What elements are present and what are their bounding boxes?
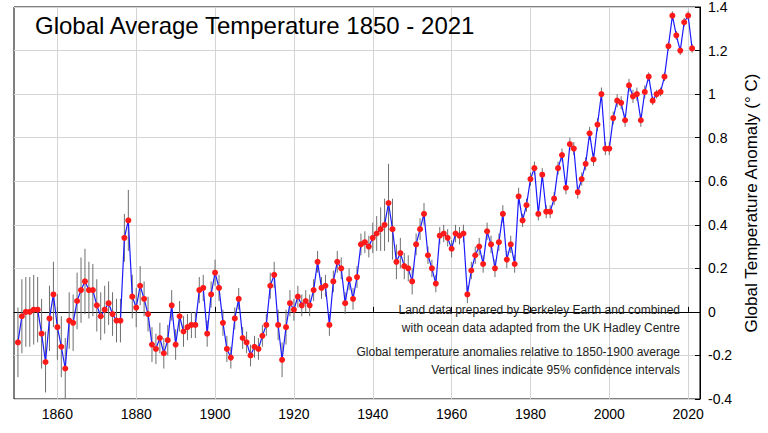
svg-text:-0.4: -0.4 [708,391,732,407]
svg-text:0.4: 0.4 [708,217,728,233]
svg-text:Global Temperature Anomaly (°: Global Temperature Anomaly (° C) [742,74,761,333]
svg-text:1960: 1960 [436,406,467,422]
svg-text:1860: 1860 [42,406,73,422]
svg-text:1.2: 1.2 [708,43,728,59]
svg-text:1880: 1880 [121,406,152,422]
svg-text:0: 0 [708,304,716,320]
svg-text:1920: 1920 [278,406,309,422]
svg-text:with ocean data adapted from t: with ocean data adapted from the UK Hadl… [401,321,680,335]
svg-text:Global Average Temperature 185: Global Average Temperature 1850 - 2021 [35,12,474,39]
svg-text:0.8: 0.8 [708,130,728,146]
svg-text:-0.2: -0.2 [708,347,732,363]
svg-text:2000: 2000 [594,406,625,422]
svg-text:0.6: 0.6 [708,173,728,189]
svg-text:Global temperature anomalies r: Global temperature anomalies relative to… [356,345,680,359]
svg-text:Land data prepared by Berkeley: Land data prepared by Berkeley Earth and… [398,303,680,317]
svg-text:Vertical lines indicate 95% co: Vertical lines indicate 95% confidence i… [431,363,680,377]
svg-text:2020: 2020 [673,406,704,422]
svg-text:1900: 1900 [199,406,230,422]
svg-text:1: 1 [708,86,716,102]
svg-text:0.2: 0.2 [708,260,728,276]
svg-text:1940: 1940 [357,406,388,422]
svg-text:1.4: 1.4 [708,0,728,15]
svg-text:1980: 1980 [515,406,546,422]
